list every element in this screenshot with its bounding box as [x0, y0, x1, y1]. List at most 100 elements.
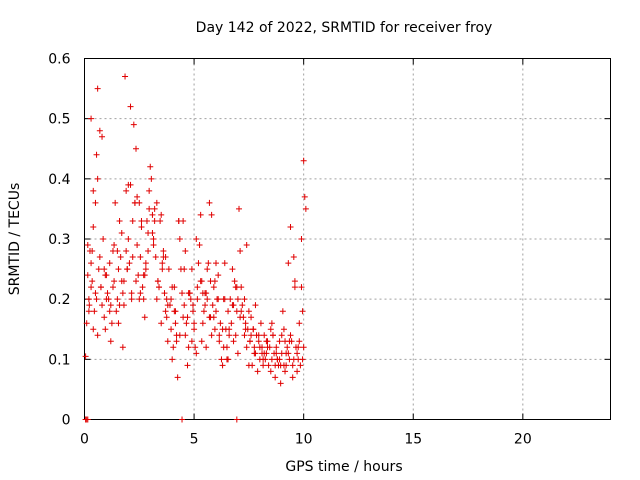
data-point: [181, 266, 188, 273]
data-point: [94, 175, 101, 182]
data-point: [221, 260, 228, 267]
data-point: [291, 284, 298, 291]
data-point: [84, 242, 91, 249]
data-point: [248, 332, 255, 339]
data-point: [150, 242, 157, 249]
data-point: [151, 205, 158, 212]
data-point: [104, 290, 111, 297]
data-point: [181, 302, 188, 309]
tick-labels: 0 0.1 0.2 0.3 0.4 0.5 0.6 0 5 10 15 20: [48, 52, 532, 448]
data-point: [272, 362, 279, 369]
data-point: [294, 368, 301, 375]
data-point: [133, 145, 140, 152]
data-point: [276, 338, 283, 345]
data-point: [141, 272, 148, 279]
plot-frame: [84, 58, 611, 420]
data-point: [85, 308, 92, 315]
data-point: [101, 266, 108, 273]
data-point: [193, 236, 200, 242]
data-point: [233, 416, 240, 423]
data-point: [142, 260, 149, 267]
data-point: [298, 284, 305, 291]
data-point: [83, 320, 90, 327]
data-point: [296, 320, 303, 327]
data-point: [188, 266, 195, 273]
data-point: [140, 296, 147, 303]
data-point: [242, 320, 249, 327]
data-point: [197, 211, 204, 218]
data-point: [182, 332, 189, 339]
data-point: [123, 187, 130, 194]
data-point: [206, 199, 213, 206]
data-point: [277, 362, 284, 369]
data-point: [107, 302, 114, 309]
data-point: [136, 199, 143, 206]
data-point: [124, 266, 131, 273]
y-tick-label: 0.5: [48, 112, 70, 128]
data-point: [251, 350, 258, 357]
data-point: [88, 284, 95, 291]
data-point: [225, 356, 232, 363]
data-point: [146, 205, 153, 212]
data-point: [245, 362, 252, 369]
axis-ticks: [84, 58, 611, 420]
data-point: [251, 344, 258, 351]
data-point: [152, 254, 159, 261]
data-point: [175, 217, 182, 224]
data-point: [156, 284, 163, 291]
data-point: [246, 338, 253, 345]
data-point: [297, 362, 304, 369]
data-point: [111, 242, 118, 249]
gridlines: [84, 58, 611, 420]
data-point: [164, 338, 171, 345]
data-point: [229, 266, 236, 273]
data-point: [163, 296, 170, 303]
data-point: [187, 296, 194, 303]
data-point: [200, 308, 207, 315]
data-point: [147, 163, 154, 170]
data-point: [145, 229, 152, 236]
data-point: [268, 356, 275, 363]
y-tick-label: 0.6: [48, 52, 70, 68]
data-point: [96, 127, 103, 134]
data-point: [267, 326, 274, 333]
data-point: [213, 260, 219, 267]
data-point: [126, 260, 133, 267]
data-point: [158, 211, 165, 218]
data-point: [108, 320, 115, 327]
data-point: [106, 260, 113, 267]
data-point: [205, 260, 212, 267]
data-point: [89, 278, 96, 285]
data-point: [273, 344, 280, 351]
data-point: [158, 320, 165, 327]
data-point: [300, 157, 307, 164]
data-point: [117, 254, 124, 261]
data-point: [93, 151, 100, 158]
data-point: [161, 290, 168, 297]
data-point: [134, 242, 141, 249]
data-point: [245, 308, 252, 315]
data-point: [213, 308, 219, 315]
data-point: [151, 217, 158, 224]
data-point: [241, 332, 248, 339]
data-point: [128, 290, 135, 297]
data-point: [111, 278, 118, 285]
data-point: [298, 236, 305, 242]
data-point: [150, 236, 157, 242]
data-point: [228, 320, 235, 327]
data-point: [116, 217, 123, 224]
data-point: [114, 296, 121, 303]
data-point: [106, 308, 113, 315]
data-point: [107, 338, 114, 345]
data-point: [153, 199, 160, 206]
data-point: [225, 308, 232, 315]
data-point: [252, 302, 259, 309]
data-point: [172, 320, 179, 327]
data-point: [169, 356, 176, 363]
data-point: [265, 362, 272, 369]
data-point: [129, 254, 136, 261]
data-point: [143, 217, 150, 224]
data-point: [191, 320, 198, 327]
data-point: [264, 344, 271, 351]
